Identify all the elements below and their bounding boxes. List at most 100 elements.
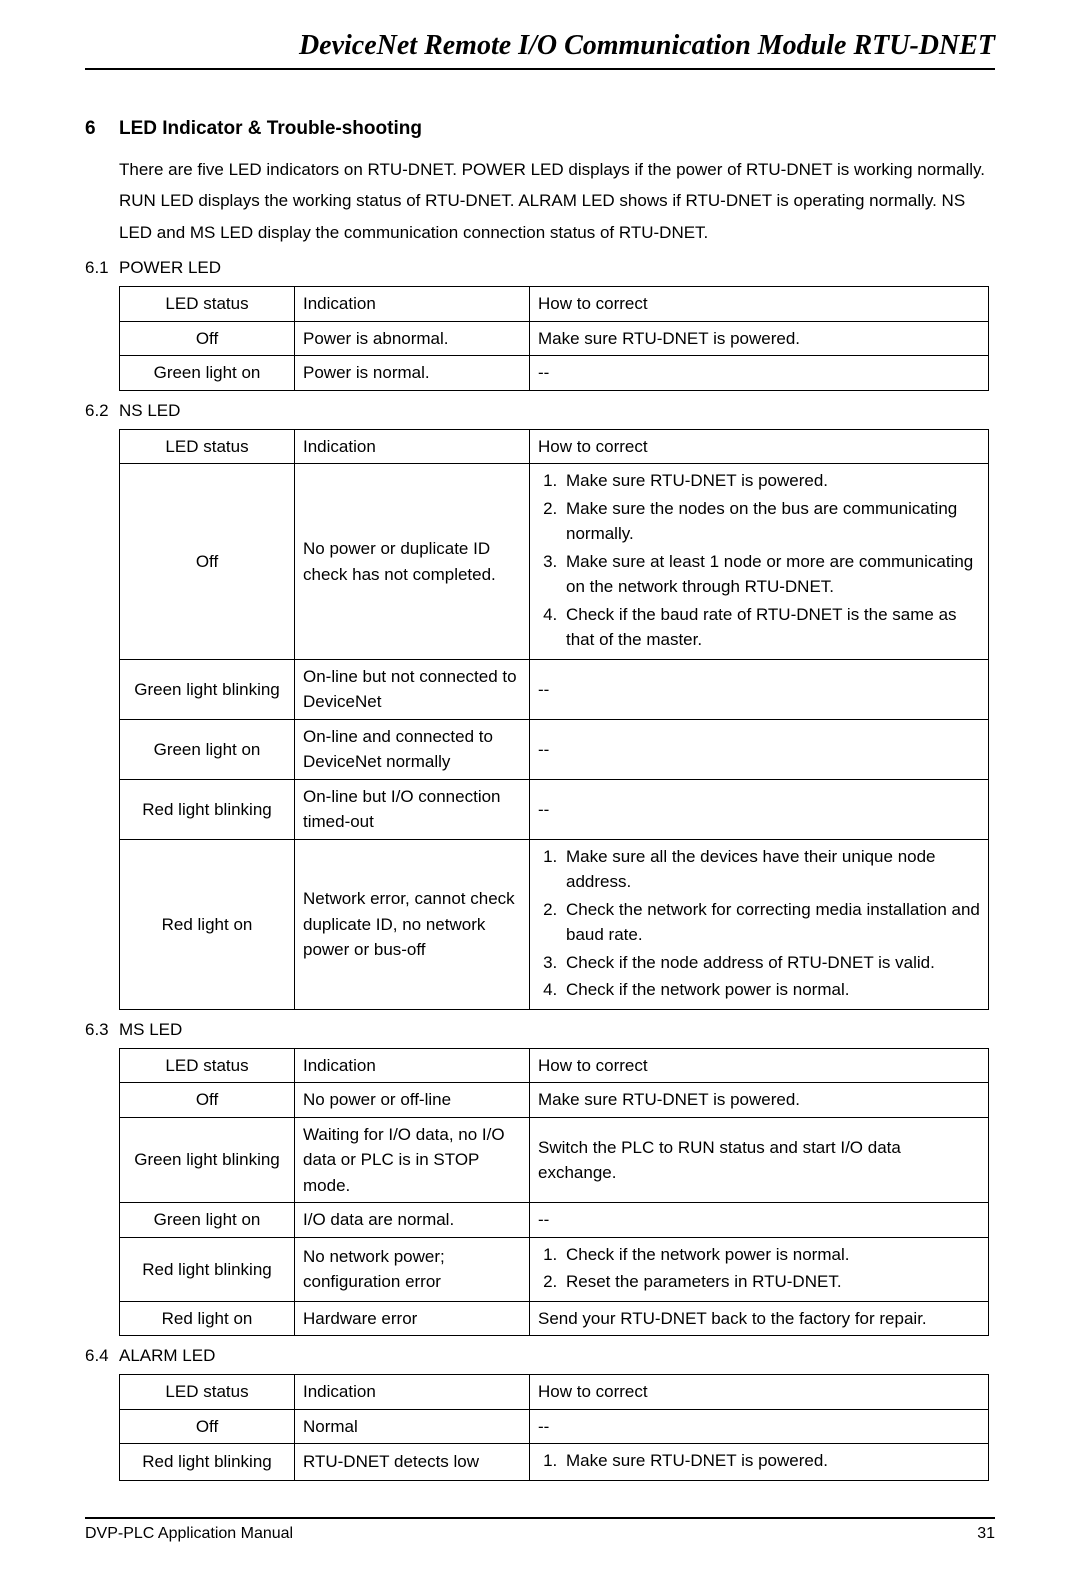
cell-correct: --	[530, 1203, 989, 1238]
table-row: Red light blinking On-line but I/O conne…	[120, 779, 989, 839]
col-status: LED status	[120, 1048, 295, 1083]
list-item: Make sure RTU-DNET is powered.	[562, 468, 980, 494]
table-header-row: LED status Indication How to correct	[120, 1375, 989, 1410]
table-row: Off Power is abnormal. Make sure RTU-DNE…	[120, 321, 989, 356]
cell-indication: No network power; configuration error	[295, 1237, 530, 1301]
table-row: Green light blinking Waiting for I/O dat…	[120, 1117, 989, 1203]
cell-correct: Make sure RTU-DNET is powered.	[530, 1444, 989, 1481]
subsection-ms: 6.3MS LED	[85, 1020, 995, 1040]
footer-left: DVP-PLC Application Manual	[85, 1525, 293, 1543]
table-row: Red light on Hardware error Send your RT…	[120, 1301, 989, 1336]
cell-indication: RTU-DNET detects low	[295, 1444, 530, 1481]
subsection-title: ALARM LED	[119, 1346, 215, 1365]
col-indication: Indication	[295, 1375, 530, 1410]
subsection-power: 6.1POWER LED	[85, 258, 995, 278]
cell-indication: On-line but not connected to DeviceNet	[295, 659, 530, 719]
subsection-num: 6.1	[85, 258, 119, 278]
subsection-num: 6.3	[85, 1020, 119, 1040]
header-title: DeviceNet Remote I/O Communication Modul…	[85, 30, 995, 62]
table-row: Off Normal --	[120, 1409, 989, 1444]
cell-indication: Network error, cannot check duplicate ID…	[295, 839, 530, 1009]
subsection-ns: 6.2NS LED	[85, 401, 995, 421]
list-item: Make sure all the devices have their uni…	[562, 844, 980, 895]
cell-status: Red light blinking	[120, 1237, 295, 1301]
col-indication: Indication	[295, 1048, 530, 1083]
cell-status: Red light on	[120, 839, 295, 1009]
cell-correct: --	[530, 1409, 989, 1444]
subsection-alarm: 6.4ALARM LED	[85, 1346, 995, 1366]
cell-status: Off	[120, 1409, 295, 1444]
cell-indication: No power or off-line	[295, 1083, 530, 1118]
cell-correct: Make sure RTU-DNET is powered. Make sure…	[530, 464, 989, 660]
subsection-title: POWER LED	[119, 258, 221, 277]
cell-indication: No power or duplicate ID check has not c…	[295, 464, 530, 660]
cell-indication: On-line but I/O connection timed-out	[295, 779, 530, 839]
list-item: Reset the parameters in RTU-DNET.	[562, 1269, 980, 1295]
col-indication: Indication	[295, 287, 530, 322]
table-row: Green light on Power is normal. --	[120, 356, 989, 391]
table-row: Off No power or off-line Make sure RTU-D…	[120, 1083, 989, 1118]
list-item: Check if the network power is normal.	[562, 977, 980, 1003]
cell-indication: Hardware error	[295, 1301, 530, 1336]
list-item: Check if the network power is normal.	[562, 1242, 980, 1268]
correct-list: Make sure RTU-DNET is powered.	[538, 1448, 980, 1474]
footer-page-number: 31	[977, 1525, 995, 1543]
cell-correct: Make sure all the devices have their uni…	[530, 839, 989, 1009]
table-header-row: LED status Indication How to correct	[120, 1048, 989, 1083]
table-row: Red light blinking RTU-DNET detects low …	[120, 1444, 989, 1481]
table-row: Green light on I/O data are normal. --	[120, 1203, 989, 1238]
table-row: Red light on Network error, cannot check…	[120, 839, 989, 1009]
cell-indication: Power is abnormal.	[295, 321, 530, 356]
col-correct: How to correct	[530, 1375, 989, 1410]
list-item: Check if the node address of RTU-DNET is…	[562, 950, 980, 976]
cell-indication: Waiting for I/O data, no I/O data or PLC…	[295, 1117, 530, 1203]
cell-status: Off	[120, 464, 295, 660]
cell-correct: --	[530, 779, 989, 839]
page-footer: DVP-PLC Application Manual 31	[85, 1517, 995, 1543]
col-correct: How to correct	[530, 429, 989, 464]
cell-correct: Make sure RTU-DNET is powered.	[530, 1083, 989, 1118]
col-status: LED status	[120, 429, 295, 464]
list-item: Check the network for correcting media i…	[562, 897, 980, 948]
alarm-table: LED status Indication How to correct Off…	[119, 1374, 989, 1481]
cell-status: Green light on	[120, 719, 295, 779]
col-correct: How to correct	[530, 287, 989, 322]
cell-status: Green light blinking	[120, 1117, 295, 1203]
table-row: Off No power or duplicate ID check has n…	[120, 464, 989, 660]
subsection-num: 6.2	[85, 401, 119, 421]
cell-correct: --	[530, 356, 989, 391]
cell-indication: Normal	[295, 1409, 530, 1444]
section-number: 6	[85, 118, 119, 140]
cell-indication: Power is normal.	[295, 356, 530, 391]
cell-correct: Switch the PLC to RUN status and start I…	[530, 1117, 989, 1203]
cell-status: Green light blinking	[120, 659, 295, 719]
table-row: Green light on On-line and connected to …	[120, 719, 989, 779]
cell-indication: I/O data are normal.	[295, 1203, 530, 1238]
section-intro: There are five LED indicators on RTU-DNE…	[119, 154, 995, 248]
ns-table: LED status Indication How to correct Off…	[119, 429, 989, 1010]
table-row: Green light blinking On-line but not con…	[120, 659, 989, 719]
cell-correct: --	[530, 659, 989, 719]
table-header-row: LED status Indication How to correct	[120, 429, 989, 464]
cell-status: Red light blinking	[120, 1444, 295, 1481]
page-header: DeviceNet Remote I/O Communication Modul…	[85, 30, 995, 70]
table-row: Red light blinking No network power; con…	[120, 1237, 989, 1301]
list-item: Make sure at least 1 node or more are co…	[562, 549, 980, 600]
list-item: Make sure RTU-DNET is powered.	[562, 1448, 980, 1474]
cell-correct: Make sure RTU-DNET is powered.	[530, 321, 989, 356]
cell-correct: Check if the network power is normal. Re…	[530, 1237, 989, 1301]
cell-status: Red light blinking	[120, 779, 295, 839]
col-indication: Indication	[295, 429, 530, 464]
cell-status: Red light on	[120, 1301, 295, 1336]
correct-list: Make sure RTU-DNET is powered. Make sure…	[538, 468, 980, 653]
table-header-row: LED status Indication How to correct	[120, 287, 989, 322]
correct-list: Make sure all the devices have their uni…	[538, 844, 980, 1003]
col-correct: How to correct	[530, 1048, 989, 1083]
cell-correct: --	[530, 719, 989, 779]
list-item: Check if the baud rate of RTU-DNET is th…	[562, 602, 980, 653]
cell-status: Green light on	[120, 1203, 295, 1238]
cell-correct: Send your RTU-DNET back to the factory f…	[530, 1301, 989, 1336]
list-item: Make sure the nodes on the bus are commu…	[562, 496, 980, 547]
cell-indication: On-line and connected to DeviceNet norma…	[295, 719, 530, 779]
subsection-title: NS LED	[119, 401, 180, 420]
